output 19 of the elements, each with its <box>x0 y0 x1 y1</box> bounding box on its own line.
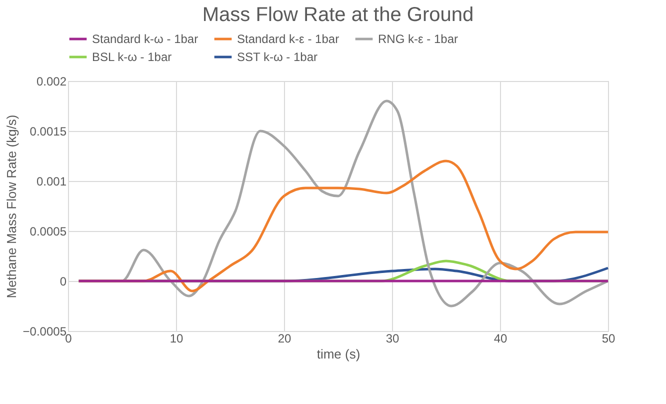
legend-label: Standard k-ω - 1bar <box>92 32 198 46</box>
y-axis-title: Methane Mass Flow Rate (kg/s) <box>4 114 19 298</box>
y-tick-label: 0.0015 <box>30 124 67 138</box>
y-tick-label: −0.0005 <box>22 324 67 338</box>
x-tick-label: 10 <box>170 332 184 346</box>
legend-label: BSL k-ω - 1bar <box>92 50 172 64</box>
x-axis-title: time (s) <box>316 346 360 362</box>
x-tick-label: 40 <box>494 332 508 346</box>
x-tick-label: 30 <box>386 332 400 346</box>
y-tick-label: 0 <box>60 274 67 288</box>
chart-title: Mass Flow Rate at the Ground <box>202 4 474 26</box>
legend-label: Standard k-ε - 1bar <box>237 32 340 46</box>
y-tick-label: 0.001 <box>36 174 67 188</box>
x-tick-label: 20 <box>278 332 292 346</box>
y-tick-label: 0.0005 <box>30 224 67 238</box>
legend-label: SST k-ω - 1bar <box>237 50 318 64</box>
legend-label: RNG k-ε - 1bar <box>378 32 458 46</box>
x-tick-label: 50 <box>602 332 616 346</box>
y-tick-label: 0.002 <box>36 74 67 88</box>
